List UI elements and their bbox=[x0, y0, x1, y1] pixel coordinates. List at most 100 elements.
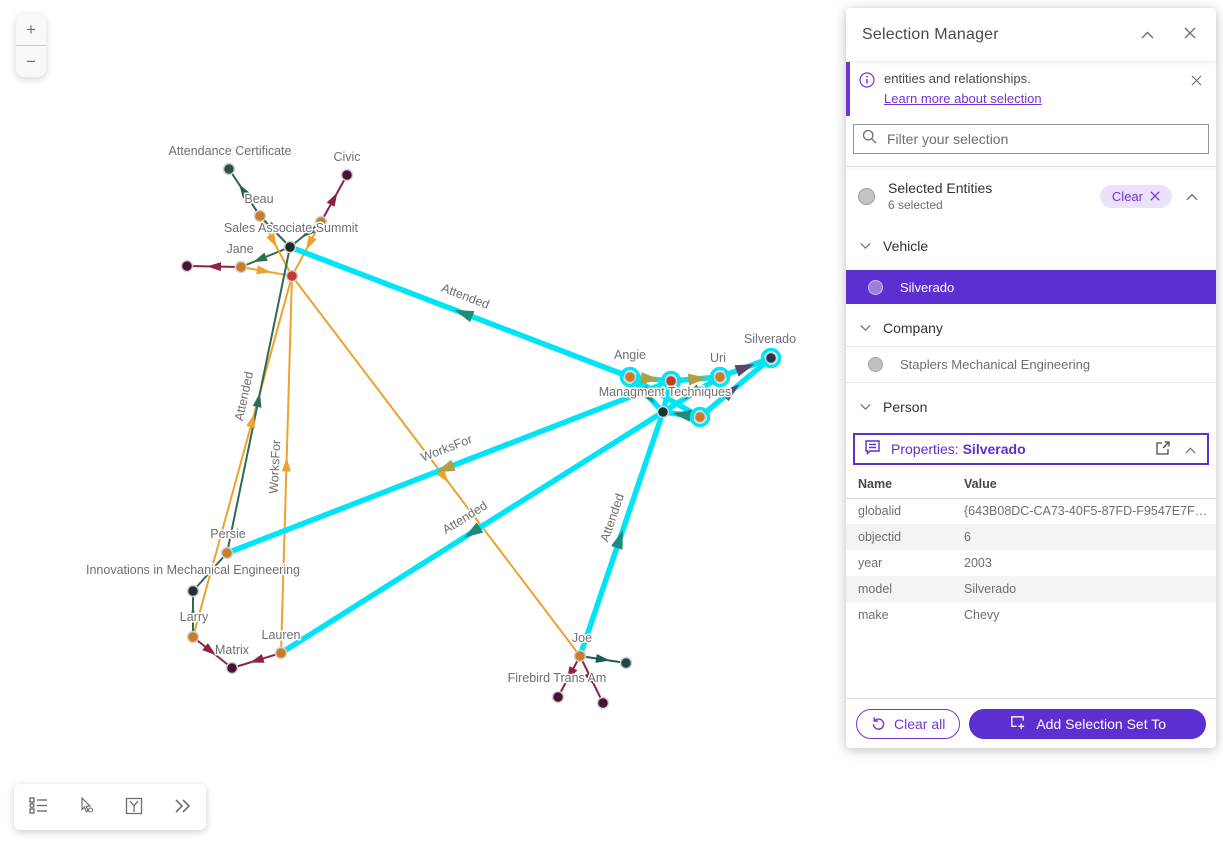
graph-edge-worksfor[interactable] bbox=[291, 275, 581, 657]
panel-title: Selection Manager bbox=[862, 25, 999, 43]
graph-node-beau[interactable] bbox=[253, 209, 267, 223]
property-row: make Chevy bbox=[846, 602, 1216, 628]
entity-row-silverado[interactable]: Silverado bbox=[846, 270, 1216, 304]
graph-node[interactable] bbox=[693, 410, 707, 424]
graph-node[interactable] bbox=[596, 696, 610, 710]
group-company[interactable]: Company bbox=[846, 310, 1216, 346]
filter-selection-input[interactable] bbox=[885, 130, 1200, 148]
chevron-down-icon bbox=[860, 403, 871, 411]
entity-label: Silverado bbox=[900, 279, 955, 295]
node-selection-ring bbox=[660, 370, 682, 392]
collapse-properties-button[interactable] bbox=[1183, 440, 1198, 459]
edge-arrow-icon bbox=[252, 393, 262, 408]
edge-arrow-icon bbox=[734, 364, 755, 377]
graph-node-jane[interactable] bbox=[234, 260, 248, 274]
column-header-value: Value bbox=[952, 471, 1216, 499]
node-label: Sales Associate Summit bbox=[224, 221, 359, 235]
edge-arrow-icon bbox=[301, 225, 316, 238]
graph-node-innovations-in-mechanical-engineering[interactable] bbox=[186, 584, 200, 598]
graph-node-persie[interactable] bbox=[220, 546, 234, 560]
edge-arrow-icon bbox=[683, 384, 703, 400]
graph-node-uri[interactable] bbox=[713, 370, 727, 384]
graph-node[interactable] bbox=[619, 656, 633, 670]
link-chart-layout-button[interactable] bbox=[110, 784, 158, 830]
graph-node-civic[interactable] bbox=[340, 168, 354, 182]
edge-arrow-icon bbox=[266, 232, 277, 248]
graph-node-managment-techniques[interactable] bbox=[656, 405, 670, 419]
reset-icon bbox=[871, 715, 886, 733]
group-label: Person bbox=[883, 399, 928, 415]
entity-row-staplers[interactable]: Staplers Mechanical Engineering bbox=[846, 346, 1216, 383]
property-row: model Silverado bbox=[846, 576, 1216, 602]
selection-manager-panel: Selection Manager entities and relations… bbox=[846, 8, 1216, 748]
selected-entities-title: Selected Entities bbox=[888, 180, 993, 196]
panel-body: entities and relationships. Learn more a… bbox=[846, 62, 1216, 698]
open-properties-button[interactable] bbox=[1153, 438, 1173, 461]
group-vehicle[interactable]: Vehicle bbox=[846, 228, 1216, 264]
property-value: 2003 bbox=[964, 556, 992, 570]
clear-selection-pill[interactable]: Clear bbox=[1099, 184, 1172, 208]
edge-arrow-icon bbox=[595, 653, 610, 663]
node-label: Matrix bbox=[215, 643, 250, 657]
graph-node-attendance-certificate[interactable] bbox=[222, 162, 236, 176]
entity-symbol-icon bbox=[868, 279, 883, 295]
collapse-entities-button[interactable] bbox=[1182, 185, 1202, 208]
graph-edge-worksfor[interactable] bbox=[192, 275, 293, 638]
property-row: objectid 6 bbox=[846, 524, 1216, 550]
chevron-up-icon bbox=[1186, 189, 1198, 204]
chevron-up-icon bbox=[1141, 27, 1154, 42]
selected-entities-header: Selected Entities 6 selected Clear bbox=[846, 167, 1216, 222]
property-value: Silverado bbox=[964, 582, 1017, 596]
zoom-control: + − bbox=[16, 14, 46, 77]
edge-arrow-icon bbox=[326, 192, 338, 207]
graph-node[interactable] bbox=[664, 374, 678, 388]
edge-arrow-icon bbox=[239, 184, 251, 199]
edge-arrow-icon bbox=[454, 309, 475, 323]
selection-list-button[interactable] bbox=[14, 784, 62, 830]
close-panel-button[interactable] bbox=[1180, 23, 1200, 46]
graph-node-sales-associate-summit[interactable] bbox=[283, 240, 297, 254]
graph-node-angie[interactable] bbox=[623, 370, 637, 384]
property-value: 6 bbox=[964, 530, 971, 544]
close-icon bbox=[1150, 189, 1160, 204]
zoom-out-button[interactable]: − bbox=[16, 46, 46, 77]
properties-header: Properties: Silverado bbox=[853, 433, 1209, 465]
properties-tbody: globalid {643B08DC-CA73-40F5-87FD-F9547E7… bbox=[846, 498, 1216, 628]
node-selection-ring bbox=[689, 406, 711, 428]
zoom-divider bbox=[16, 45, 46, 46]
learn-more-link[interactable]: Learn more about selection bbox=[884, 91, 1042, 106]
graph-node[interactable] bbox=[180, 259, 194, 273]
graph-node-matrix[interactable] bbox=[225, 661, 239, 675]
edge-arrow-icon bbox=[640, 372, 660, 385]
chevron-down-icon bbox=[860, 242, 871, 250]
list-icon bbox=[28, 796, 48, 818]
edge-arrow-icon bbox=[463, 522, 484, 538]
graph-node-joe[interactable] bbox=[573, 649, 587, 663]
clear-all-button[interactable]: Clear all bbox=[856, 708, 961, 739]
graph-node[interactable] bbox=[285, 269, 299, 283]
edge-arrow-icon bbox=[202, 643, 217, 656]
group-person[interactable]: Person bbox=[846, 389, 1216, 425]
select-tool-button[interactable] bbox=[62, 784, 110, 830]
graph-node-silverado[interactable] bbox=[764, 351, 778, 365]
property-row: year 2003 bbox=[846, 550, 1216, 576]
expand-toolbar-button[interactable] bbox=[158, 784, 206, 830]
node-label: Uri bbox=[710, 351, 726, 365]
dismiss-banner-button[interactable] bbox=[1187, 70, 1206, 93]
graph-node[interactable] bbox=[314, 215, 328, 229]
group-label: Company bbox=[883, 320, 943, 336]
entity-label: Staplers Mechanical Engineering bbox=[900, 357, 1091, 372]
edge-arrow-icon bbox=[672, 409, 692, 422]
collapse-panel-button[interactable] bbox=[1137, 23, 1158, 46]
column-header-name: Name bbox=[846, 471, 952, 499]
node-label: Innovations in Mechanical Engineering bbox=[86, 563, 300, 577]
edge-arrow-icon bbox=[249, 654, 265, 663]
graph-node-firebird-trans-am[interactable] bbox=[551, 690, 565, 704]
zoom-in-button[interactable]: + bbox=[16, 14, 46, 45]
double-chevron-right-icon bbox=[173, 798, 191, 816]
add-selection-set-button[interactable]: Add Selection Set To bbox=[969, 708, 1206, 739]
selected-count: 6 selected bbox=[888, 198, 943, 212]
graph-node-larry[interactable] bbox=[186, 630, 200, 644]
graph-node-lauren[interactable] bbox=[274, 646, 288, 660]
